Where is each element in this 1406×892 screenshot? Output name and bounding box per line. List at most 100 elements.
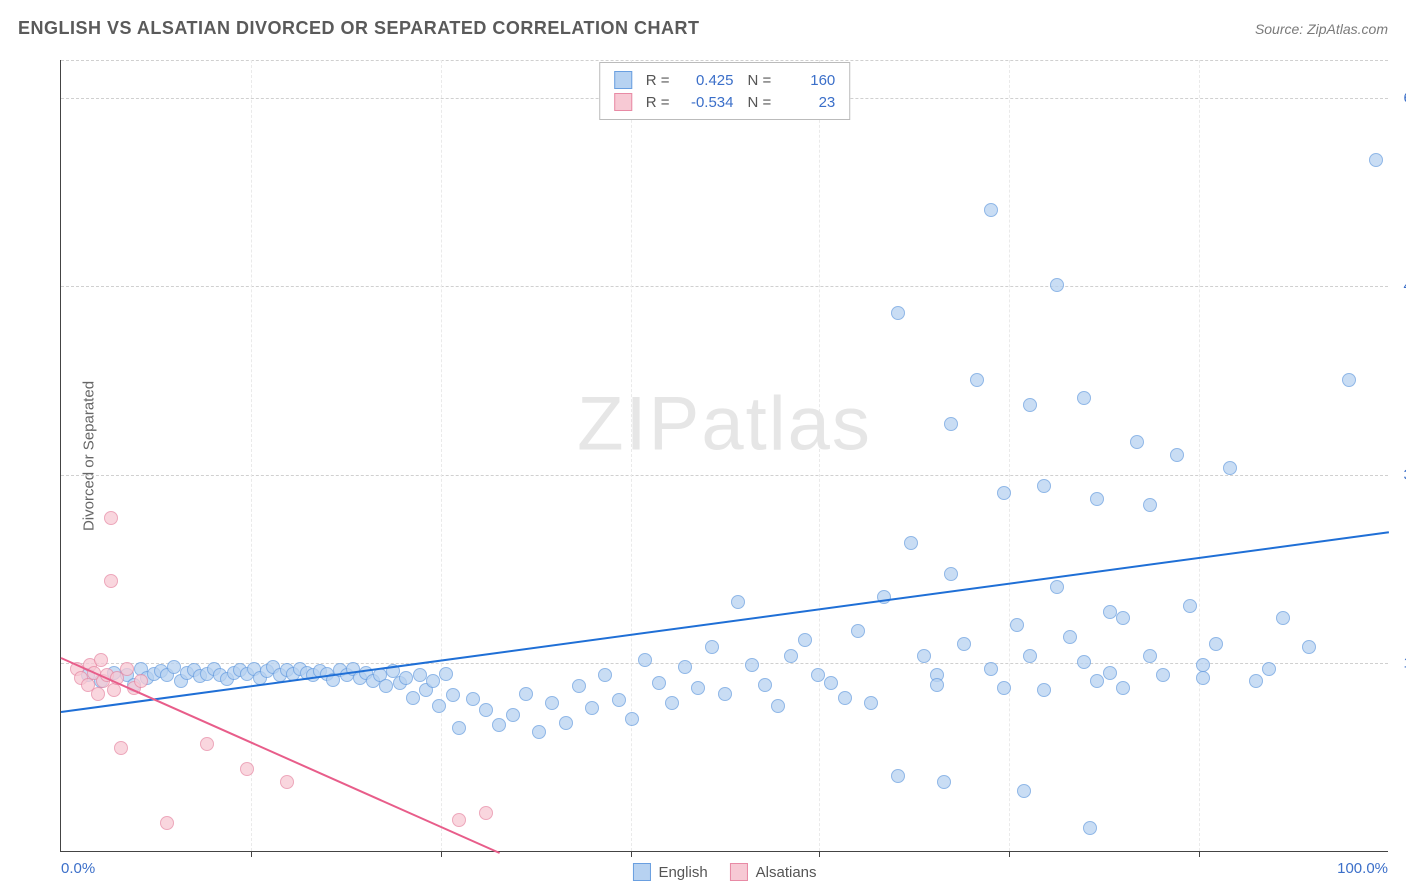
- data-point: [798, 633, 812, 647]
- legend-swatch: [730, 863, 748, 881]
- data-point: [91, 687, 105, 701]
- legend-label: English: [658, 864, 707, 881]
- data-point: [944, 567, 958, 581]
- data-point: [1090, 674, 1104, 688]
- legend-n-label: N =: [748, 94, 772, 111]
- y-gridline: [61, 475, 1388, 476]
- data-point: [838, 691, 852, 705]
- data-point: [1342, 373, 1356, 387]
- y-gridline: [61, 663, 1388, 664]
- x-tick-mark: [819, 851, 820, 857]
- data-point: [665, 696, 679, 710]
- data-point: [452, 721, 466, 735]
- legend-r-label: R =: [646, 72, 670, 89]
- data-point: [1143, 649, 1157, 663]
- data-point: [678, 660, 692, 674]
- x-tick-mark: [251, 851, 252, 857]
- legend-n-value: 23: [785, 94, 835, 111]
- legend-n-label: N =: [748, 72, 772, 89]
- data-point: [1183, 599, 1197, 613]
- data-point: [452, 813, 466, 827]
- data-point: [1010, 618, 1024, 632]
- data-point: [1223, 461, 1237, 475]
- data-point: [1077, 391, 1091, 405]
- data-point: [479, 806, 493, 820]
- data-point: [758, 678, 772, 692]
- data-point: [1090, 492, 1104, 506]
- data-point: [1023, 649, 1037, 663]
- data-point: [1050, 278, 1064, 292]
- data-point: [200, 737, 214, 751]
- data-point: [426, 674, 440, 688]
- data-point: [104, 574, 118, 588]
- data-point: [970, 373, 984, 387]
- legend-r-label: R =: [646, 94, 670, 111]
- data-point: [1103, 666, 1117, 680]
- data-point: [572, 679, 586, 693]
- data-point: [432, 699, 446, 713]
- data-point: [1130, 435, 1144, 449]
- x-gridline: [251, 60, 252, 851]
- chart-header: ENGLISH VS ALSATIAN DIVORCED OR SEPARATE…: [18, 18, 1388, 39]
- y-gridline: [61, 60, 1388, 61]
- data-point: [984, 203, 998, 217]
- legend-n-value: 160: [785, 72, 835, 89]
- legend-item: Alsatians: [730, 863, 817, 881]
- data-point: [957, 637, 971, 651]
- data-point: [439, 667, 453, 681]
- data-point: [94, 653, 108, 667]
- data-point: [1116, 611, 1130, 625]
- data-point: [413, 668, 427, 682]
- data-point: [718, 687, 732, 701]
- series-legend: English Alsatians: [632, 863, 816, 881]
- data-point: [904, 536, 918, 550]
- x-tick-mark: [631, 851, 632, 857]
- data-point: [891, 769, 905, 783]
- data-point: [519, 687, 533, 701]
- x-gridline: [1199, 60, 1200, 851]
- x-tick-mark: [441, 851, 442, 857]
- data-point: [1116, 681, 1130, 695]
- legend-swatch: [614, 71, 632, 89]
- x-tick-mark: [1199, 851, 1200, 857]
- data-point: [997, 681, 1011, 695]
- data-point: [1083, 821, 1097, 835]
- x-gridline: [441, 60, 442, 851]
- x-tick-mark: [1009, 851, 1010, 857]
- data-point: [691, 681, 705, 695]
- data-point: [731, 595, 745, 609]
- data-point: [1103, 605, 1117, 619]
- data-point: [811, 668, 825, 682]
- data-point: [559, 716, 573, 730]
- data-point: [1276, 611, 1290, 625]
- chart-area: Divorced or Separated ZIPatlas R =0.425N…: [50, 60, 1388, 852]
- data-point: [120, 662, 134, 676]
- x-axis-min-label: 0.0%: [61, 860, 95, 877]
- data-point: [1249, 674, 1263, 688]
- data-point: [864, 696, 878, 710]
- legend-stat-row: R =0.425N =160: [614, 69, 836, 91]
- data-point: [379, 679, 393, 693]
- data-point: [1209, 637, 1223, 651]
- data-point: [585, 701, 599, 715]
- watermark: ZIPatlas: [577, 380, 872, 467]
- data-point: [545, 696, 559, 710]
- data-point: [1017, 784, 1031, 798]
- y-gridline: [61, 286, 1388, 287]
- data-point: [1302, 640, 1316, 654]
- data-point: [1037, 683, 1051, 697]
- data-point: [1143, 498, 1157, 512]
- data-point: [984, 662, 998, 676]
- data-point: [492, 718, 506, 732]
- data-point: [167, 660, 181, 674]
- data-point: [598, 668, 612, 682]
- legend-label: Alsatians: [756, 864, 817, 881]
- legend-r-value: -0.534: [684, 94, 734, 111]
- data-point: [280, 775, 294, 789]
- data-point: [771, 699, 785, 713]
- scatter-plot: ZIPatlas R =0.425N =160R =-0.534N =23 0.…: [60, 60, 1388, 852]
- data-point: [506, 708, 520, 722]
- data-point: [1369, 153, 1383, 167]
- data-point: [1077, 655, 1091, 669]
- data-point: [944, 417, 958, 431]
